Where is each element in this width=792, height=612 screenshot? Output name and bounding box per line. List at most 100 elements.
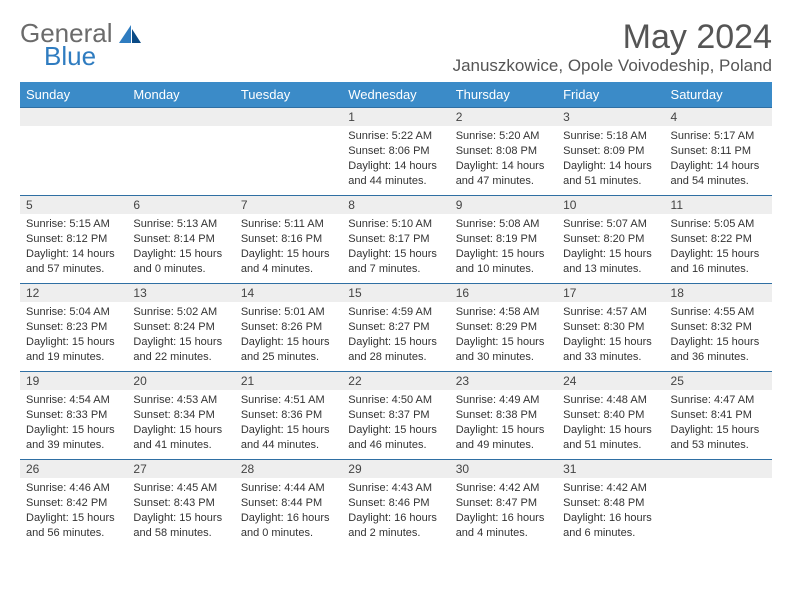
day-number: 11: [665, 195, 772, 214]
day-details: Sunrise: 5:04 AMSunset: 8:23 PMDaylight:…: [20, 302, 127, 368]
sunrise-line: Sunrise: 4:53 AM: [133, 393, 228, 408]
sunset-line: Sunset: 8:08 PM: [456, 144, 551, 159]
daylight-line: Daylight: 15 hours and 16 minutes.: [671, 247, 766, 277]
sunset-line: Sunset: 8:41 PM: [671, 408, 766, 423]
day-number: 16: [450, 283, 557, 302]
sunrise-line: Sunrise: 4:46 AM: [26, 481, 121, 496]
weekday-header-row: Sunday Monday Tuesday Wednesday Thursday…: [20, 82, 772, 107]
day-details: Sunrise: 5:08 AMSunset: 8:19 PMDaylight:…: [450, 214, 557, 280]
sunset-line: Sunset: 8:42 PM: [26, 496, 121, 511]
day-details: Sunrise: 5:22 AMSunset: 8:06 PMDaylight:…: [342, 126, 449, 192]
calendar-day-cell: 22Sunrise: 4:50 AMSunset: 8:37 PMDayligh…: [342, 371, 449, 459]
sunset-line: Sunset: 8:38 PM: [456, 408, 551, 423]
daylight-line: Daylight: 15 hours and 33 minutes.: [563, 335, 658, 365]
sunset-line: Sunset: 8:44 PM: [241, 496, 336, 511]
daylight-line: Daylight: 15 hours and 22 minutes.: [133, 335, 228, 365]
sunset-line: Sunset: 8:32 PM: [671, 320, 766, 335]
sunrise-line: Sunrise: 5:01 AM: [241, 305, 336, 320]
day-details: Sunrise: 4:42 AMSunset: 8:47 PMDaylight:…: [450, 478, 557, 544]
sunset-line: Sunset: 8:46 PM: [348, 496, 443, 511]
day-number: 2: [450, 107, 557, 126]
brand-part2: Blue: [44, 41, 96, 71]
calendar-day-cell: 30Sunrise: 4:42 AMSunset: 8:47 PMDayligh…: [450, 459, 557, 547]
sunset-line: Sunset: 8:34 PM: [133, 408, 228, 423]
calendar-week-row: 5Sunrise: 5:15 AMSunset: 8:12 PMDaylight…: [20, 195, 772, 283]
weekday-header: Friday: [557, 82, 664, 107]
calendar-table: Sunday Monday Tuesday Wednesday Thursday…: [20, 82, 772, 547]
day-number: 20: [127, 371, 234, 390]
calendar-week-row: 26Sunrise: 4:46 AMSunset: 8:42 PMDayligh…: [20, 459, 772, 547]
day-details: Sunrise: 4:55 AMSunset: 8:32 PMDaylight:…: [665, 302, 772, 368]
day-details: Sunrise: 4:43 AMSunset: 8:46 PMDaylight:…: [342, 478, 449, 544]
day-number: 25: [665, 371, 772, 390]
day-details: Sunrise: 5:18 AMSunset: 8:09 PMDaylight:…: [557, 126, 664, 192]
calendar-day-cell: 18Sunrise: 4:55 AMSunset: 8:32 PMDayligh…: [665, 283, 772, 371]
daylight-line: Daylight: 15 hours and 36 minutes.: [671, 335, 766, 365]
calendar-day-cell: 31Sunrise: 4:42 AMSunset: 8:48 PMDayligh…: [557, 459, 664, 547]
daylight-line: Daylight: 15 hours and 41 minutes.: [133, 423, 228, 453]
sunset-line: Sunset: 8:48 PM: [563, 496, 658, 511]
sunrise-line: Sunrise: 5:22 AM: [348, 129, 443, 144]
day-details: Sunrise: 5:05 AMSunset: 8:22 PMDaylight:…: [665, 214, 772, 280]
daylight-line: Daylight: 14 hours and 51 minutes.: [563, 159, 658, 189]
daylight-line: Daylight: 15 hours and 51 minutes.: [563, 423, 658, 453]
daylight-line: Daylight: 15 hours and 19 minutes.: [26, 335, 121, 365]
day-number: [127, 107, 234, 126]
day-number: [235, 107, 342, 126]
sunset-line: Sunset: 8:33 PM: [26, 408, 121, 423]
sunset-line: Sunset: 8:22 PM: [671, 232, 766, 247]
sunset-line: Sunset: 8:43 PM: [133, 496, 228, 511]
sunrise-line: Sunrise: 5:08 AM: [456, 217, 551, 232]
calendar-day-cell: 16Sunrise: 4:58 AMSunset: 8:29 PMDayligh…: [450, 283, 557, 371]
calendar-day-cell: 2Sunrise: 5:20 AMSunset: 8:08 PMDaylight…: [450, 107, 557, 195]
sunset-line: Sunset: 8:26 PM: [241, 320, 336, 335]
day-details: Sunrise: 4:59 AMSunset: 8:27 PMDaylight:…: [342, 302, 449, 368]
daylight-line: Daylight: 14 hours and 57 minutes.: [26, 247, 121, 277]
calendar-day-cell: 29Sunrise: 4:43 AMSunset: 8:46 PMDayligh…: [342, 459, 449, 547]
sunset-line: Sunset: 8:12 PM: [26, 232, 121, 247]
day-number: 9: [450, 195, 557, 214]
day-details: Sunrise: 5:15 AMSunset: 8:12 PMDaylight:…: [20, 214, 127, 280]
sunrise-line: Sunrise: 4:59 AM: [348, 305, 443, 320]
sunrise-line: Sunrise: 5:18 AM: [563, 129, 658, 144]
sunset-line: Sunset: 8:29 PM: [456, 320, 551, 335]
day-details: Sunrise: 4:47 AMSunset: 8:41 PMDaylight:…: [665, 390, 772, 456]
calendar-day-cell: 17Sunrise: 4:57 AMSunset: 8:30 PMDayligh…: [557, 283, 664, 371]
daylight-line: Daylight: 15 hours and 10 minutes.: [456, 247, 551, 277]
day-details: Sunrise: 5:13 AMSunset: 8:14 PMDaylight:…: [127, 214, 234, 280]
daylight-line: Daylight: 15 hours and 39 minutes.: [26, 423, 121, 453]
daylight-line: Daylight: 15 hours and 30 minutes.: [456, 335, 551, 365]
day-number: 4: [665, 107, 772, 126]
sunrise-line: Sunrise: 4:45 AM: [133, 481, 228, 496]
calendar-day-cell: 5Sunrise: 5:15 AMSunset: 8:12 PMDaylight…: [20, 195, 127, 283]
daylight-line: Daylight: 16 hours and 0 minutes.: [241, 511, 336, 541]
sunset-line: Sunset: 8:17 PM: [348, 232, 443, 247]
sunset-line: Sunset: 8:47 PM: [456, 496, 551, 511]
daylight-line: Daylight: 14 hours and 54 minutes.: [671, 159, 766, 189]
weekday-header: Wednesday: [342, 82, 449, 107]
calendar-day-cell: 10Sunrise: 5:07 AMSunset: 8:20 PMDayligh…: [557, 195, 664, 283]
day-number: 12: [20, 283, 127, 302]
calendar-day-cell: [235, 107, 342, 195]
sunrise-line: Sunrise: 4:51 AM: [241, 393, 336, 408]
sunset-line: Sunset: 8:06 PM: [348, 144, 443, 159]
daylight-line: Daylight: 16 hours and 6 minutes.: [563, 511, 658, 541]
sunset-line: Sunset: 8:30 PM: [563, 320, 658, 335]
calendar-day-cell: 9Sunrise: 5:08 AMSunset: 8:19 PMDaylight…: [450, 195, 557, 283]
daylight-line: Daylight: 15 hours and 0 minutes.: [133, 247, 228, 277]
sunrise-line: Sunrise: 4:43 AM: [348, 481, 443, 496]
day-number: 17: [557, 283, 664, 302]
day-number: 27: [127, 459, 234, 478]
day-details: Sunrise: 4:44 AMSunset: 8:44 PMDaylight:…: [235, 478, 342, 544]
daylight-line: Daylight: 15 hours and 44 minutes.: [241, 423, 336, 453]
sunrise-line: Sunrise: 5:11 AM: [241, 217, 336, 232]
sunrise-line: Sunrise: 5:04 AM: [26, 305, 121, 320]
sunrise-line: Sunrise: 4:49 AM: [456, 393, 551, 408]
brand-sail-icon: [117, 23, 143, 45]
weekday-header: Monday: [127, 82, 234, 107]
sunset-line: Sunset: 8:16 PM: [241, 232, 336, 247]
calendar-day-cell: 24Sunrise: 4:48 AMSunset: 8:40 PMDayligh…: [557, 371, 664, 459]
daylight-line: Daylight: 15 hours and 7 minutes.: [348, 247, 443, 277]
day-details: Sunrise: 4:58 AMSunset: 8:29 PMDaylight:…: [450, 302, 557, 368]
day-number: 7: [235, 195, 342, 214]
